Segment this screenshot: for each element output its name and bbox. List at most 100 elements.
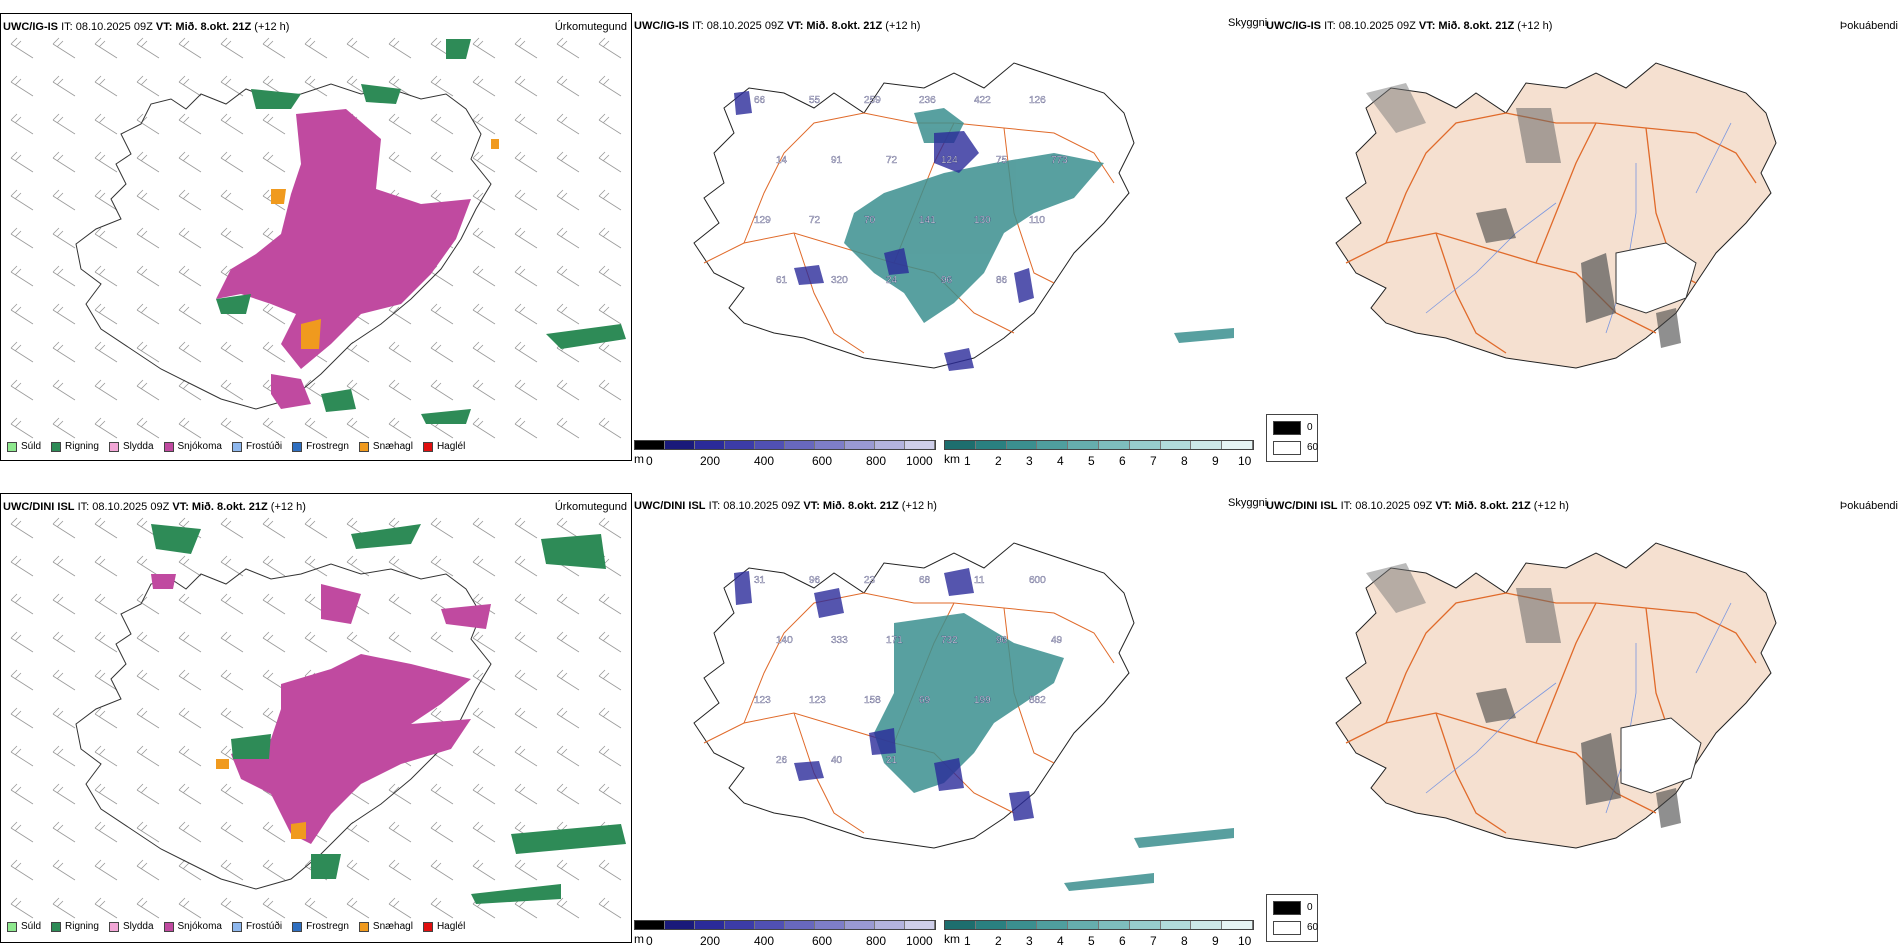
wind-barb	[136, 669, 160, 691]
legend-label: Rigning	[65, 441, 99, 452]
scale-tick: 2	[995, 934, 1002, 948]
lead-time: (+12 h)	[1533, 500, 1569, 512]
legend-swatch	[51, 921, 62, 932]
scale-tick: 800	[866, 454, 887, 468]
rain-area	[151, 524, 626, 904]
visibility-value-label: 773	[1051, 155, 1068, 166]
row1-fog-map	[1335, 62, 1777, 369]
wind-barb	[10, 669, 34, 691]
wind-barb	[388, 783, 412, 805]
wind-barb	[556, 745, 580, 767]
wind-barb	[598, 341, 622, 363]
scale-cell	[1160, 441, 1192, 449]
legend-label: Súld	[21, 921, 42, 932]
wind-barb	[220, 151, 244, 173]
wind-barb	[556, 151, 580, 173]
wind-barb	[556, 379, 580, 401]
wind-barb	[304, 417, 328, 439]
wind-barb	[10, 821, 34, 843]
lead-time: (+12 h)	[901, 500, 937, 512]
row2-precip-header: UWC/DINI ISL IT: 08.10.2025 09Z VT: Mið.…	[3, 501, 306, 513]
wind-barb	[598, 265, 622, 287]
wind-barb	[388, 821, 412, 843]
wind-barb	[514, 517, 538, 539]
scale-tick: 9	[1212, 454, 1219, 468]
wind-barb	[598, 75, 622, 97]
legend-label: Snæhagl	[372, 441, 413, 452]
row1-fog-panel: UWC/IG-IS IT: 08.10.2025 09Z VT: Mið. 8.…	[1266, 13, 1900, 461]
fog-swatch	[1273, 441, 1301, 455]
wind-barb	[52, 783, 76, 805]
wind-barb	[178, 265, 202, 287]
wind-barb	[220, 113, 244, 135]
wind-barb	[136, 783, 160, 805]
scale-cell	[1222, 921, 1253, 929]
visibility-value-label: 333	[831, 635, 848, 646]
wind-barb	[10, 517, 34, 539]
wind-barb	[556, 783, 580, 805]
wind-barb	[430, 821, 454, 843]
visibility-value-label: 40	[831, 755, 843, 766]
scale-tick: 10	[1238, 934, 1252, 948]
visibility-value-label: 70	[864, 215, 876, 226]
wind-barb	[346, 417, 370, 439]
scale-tick: 6	[1119, 454, 1126, 468]
scale-tick: 600	[812, 934, 833, 948]
wind-barb	[346, 631, 370, 653]
wind-barb	[178, 821, 202, 843]
legend-label: Snæhagl	[372, 921, 413, 932]
row1-visibility-header: UWC/IG-IS IT: 08.10.2025 09Z VT: Mið. 8.…	[634, 20, 920, 32]
wind-barb	[52, 265, 76, 287]
wind-barb	[472, 227, 496, 249]
scale-unit: km	[944, 452, 960, 466]
scale-cell	[845, 441, 875, 449]
wind-barb	[220, 517, 244, 539]
wind-barb	[598, 631, 622, 653]
visibility-value-label: 130	[974, 215, 991, 226]
snaehagl-area	[271, 139, 499, 349]
wind-barb	[598, 707, 622, 729]
legend-swatch	[358, 441, 369, 452]
scale-cell	[875, 441, 905, 449]
wind-barb	[514, 379, 538, 401]
wind-barb	[556, 897, 580, 919]
lead-time: (+12 h)	[885, 20, 921, 32]
wind-barb	[556, 593, 580, 615]
wind-barb	[598, 593, 622, 615]
wind-barb	[10, 555, 34, 577]
fog-legend: 0 60	[1266, 894, 1318, 942]
row2-visibility-title: Skyggni	[1228, 497, 1268, 509]
row1-visibility-panel: UWC/IG-IS IT: 08.10.2025 09Z VT: Mið. 8.…	[634, 13, 1318, 468]
scale-tick: 4	[1057, 934, 1064, 948]
wind-barb	[10, 783, 34, 805]
scale-cell	[1068, 921, 1099, 929]
scale-tick: 600	[812, 454, 833, 468]
legend-swatch	[108, 921, 119, 932]
wind-barb	[94, 151, 118, 173]
wind-barb	[514, 303, 538, 325]
wind-barb	[94, 745, 118, 767]
scale-cell	[1006, 441, 1038, 449]
very-low-visibility	[734, 568, 1034, 821]
wind-barb	[10, 189, 34, 211]
visibility-value-label: 14	[776, 155, 788, 166]
wind-barb	[136, 631, 160, 653]
wind-barb	[262, 37, 286, 59]
scale-cell	[725, 921, 755, 929]
scale-cell	[1191, 921, 1223, 929]
wind-barbs	[10, 37, 622, 439]
iceland-outline	[75, 563, 492, 890]
visibility-value-label: 24	[886, 275, 898, 286]
wind-barb	[472, 379, 496, 401]
wind-barb	[598, 417, 622, 439]
visibility-value-label: 23	[864, 575, 876, 586]
visibility-value-label: 882	[1029, 695, 1046, 706]
wind-barb	[514, 707, 538, 729]
wind-barb	[262, 151, 286, 173]
wind-barb	[178, 75, 202, 97]
snow-area	[216, 109, 471, 409]
scale-bar	[634, 920, 936, 930]
wind-barb	[472, 821, 496, 843]
wind-barb	[94, 593, 118, 615]
wind-barb	[178, 745, 202, 767]
